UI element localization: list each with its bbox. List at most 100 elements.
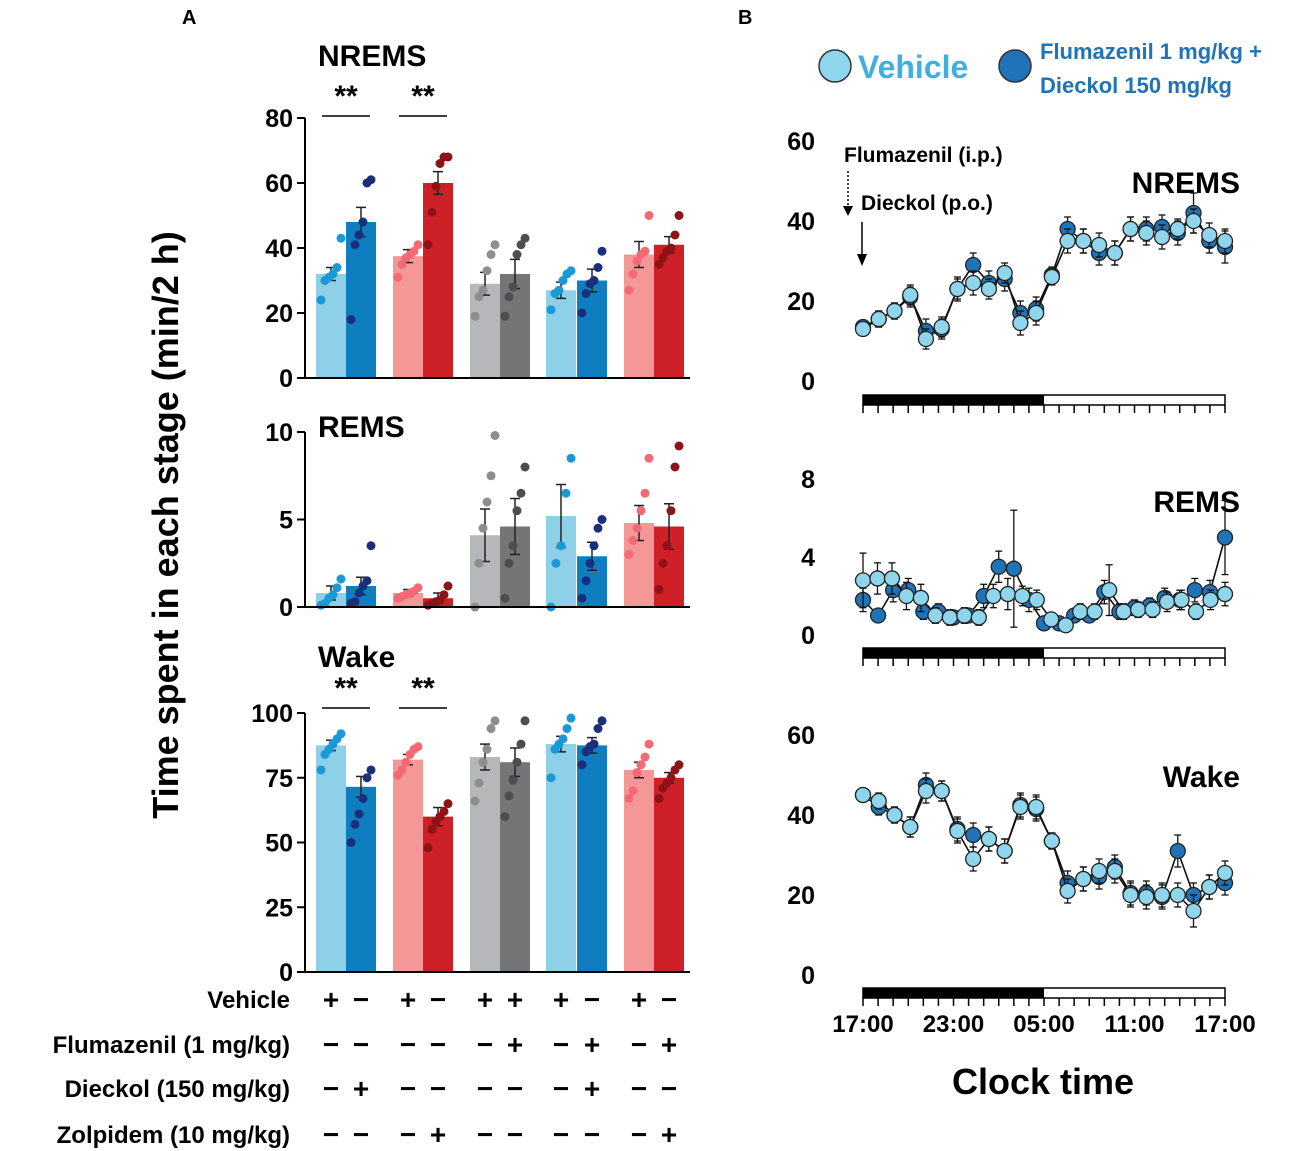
line-subplot-wake: Wake 0 20 40 60 (787, 722, 1240, 1006)
treatment-sign: + (661, 1119, 677, 1150)
bar (470, 757, 500, 972)
data-point (644, 453, 654, 463)
bar (624, 254, 654, 378)
data-point (581, 576, 591, 586)
data-point (662, 541, 672, 551)
data-point (566, 453, 576, 463)
data-point (474, 292, 484, 302)
data-point (516, 739, 526, 749)
data-point (516, 240, 526, 250)
data-point (654, 793, 664, 803)
data-point (366, 541, 376, 551)
dark-period-bar (863, 988, 1044, 998)
data-point (597, 515, 607, 524)
treatment-sign: − (584, 1119, 600, 1150)
data-point (581, 289, 591, 298)
data-point (624, 285, 634, 295)
panel-b-time-course: Vehicle Flumazenil 1 mg/kg + Dieckol 150 m… (787, 39, 1262, 1102)
significance-marker: ** (334, 672, 358, 705)
treatment-sign: + (661, 1029, 677, 1060)
x-tick-labels: 17:00 23:00 05:00 11:00 17:00 (832, 1011, 1255, 1038)
annotation-flumazenil: Flumazenil (i.p.) (844, 144, 1003, 167)
vehicle-point (1075, 870, 1092, 888)
data-point (558, 734, 568, 744)
bar (577, 280, 607, 378)
data-point (336, 233, 346, 243)
data-point (654, 259, 664, 269)
x-tick-label: 17:00 (832, 1011, 893, 1038)
vehicle-point (1106, 862, 1123, 880)
data-point (500, 311, 510, 321)
vehicle-point (1216, 864, 1234, 882)
data-point (556, 541, 566, 551)
subplot-title: Wake (318, 641, 395, 674)
data-point (366, 765, 376, 775)
treatment-sign: − (353, 984, 369, 1015)
vehicle-point (1059, 232, 1076, 250)
data-point (658, 558, 668, 568)
treatment-sign: − (323, 1029, 339, 1060)
vehicle-point (854, 786, 872, 804)
data-point (423, 843, 433, 853)
data-point (666, 506, 676, 516)
treatment-label: Vehicle (207, 987, 290, 1014)
data-point (486, 724, 496, 734)
y-tick-label: 5 (279, 507, 293, 535)
data-point (585, 558, 595, 568)
treatment-sign: − (430, 1073, 446, 1104)
data-point (358, 793, 368, 803)
subplot-title: REMS (1153, 486, 1240, 519)
data-point (512, 506, 522, 516)
vehicle-point (985, 587, 1002, 605)
data-point (520, 233, 530, 243)
bar (546, 290, 576, 378)
vehicle-point (869, 570, 886, 587)
data-point (666, 773, 676, 783)
vehicle-point (1115, 603, 1132, 620)
data-point (397, 259, 407, 269)
data-point (362, 576, 372, 586)
data-point (546, 305, 556, 315)
data-point (636, 760, 646, 770)
vehicle-point (1138, 224, 1155, 242)
vehicle-point (999, 585, 1016, 603)
vehicle-point (996, 842, 1013, 860)
bar (346, 222, 376, 378)
data-point (628, 269, 638, 279)
treatment-sign: − (400, 1029, 416, 1060)
data-point (354, 588, 364, 598)
legend-marker-vehicle (818, 49, 852, 83)
significance-marker: ** (411, 80, 435, 113)
data-point (593, 523, 603, 533)
y-tick-label: 50 (265, 830, 293, 858)
data-point (562, 724, 572, 734)
vehicle-point (1101, 582, 1118, 599)
data-point (443, 799, 453, 809)
data-point (624, 550, 634, 559)
data-point (670, 230, 680, 240)
treatment-sign: + (553, 984, 569, 1015)
treatment-sign: − (400, 1073, 416, 1104)
significance-marker: ** (411, 672, 435, 705)
y-tick-label: 10 (265, 419, 293, 447)
vehicle-point (870, 310, 887, 328)
data-point (393, 272, 403, 282)
data-point (350, 240, 360, 250)
bar (500, 274, 530, 378)
vehicle-point (902, 818, 919, 836)
vehicle-point (1216, 232, 1234, 250)
vehicle-point (854, 572, 872, 589)
vehicle-point (1059, 882, 1076, 900)
data-point (316, 765, 326, 775)
vehicle-point (949, 280, 966, 298)
treatment-sign: + (507, 984, 523, 1015)
data-point (624, 793, 634, 803)
significance-marker: ** (334, 80, 358, 113)
data-point (486, 471, 496, 481)
data-point (674, 441, 684, 451)
vehicle-point (1201, 878, 1218, 896)
panel-b-label: B (738, 7, 752, 29)
vehicle-point (1090, 862, 1108, 880)
legend-marker-treatment (998, 49, 1032, 83)
data-point (336, 574, 346, 584)
